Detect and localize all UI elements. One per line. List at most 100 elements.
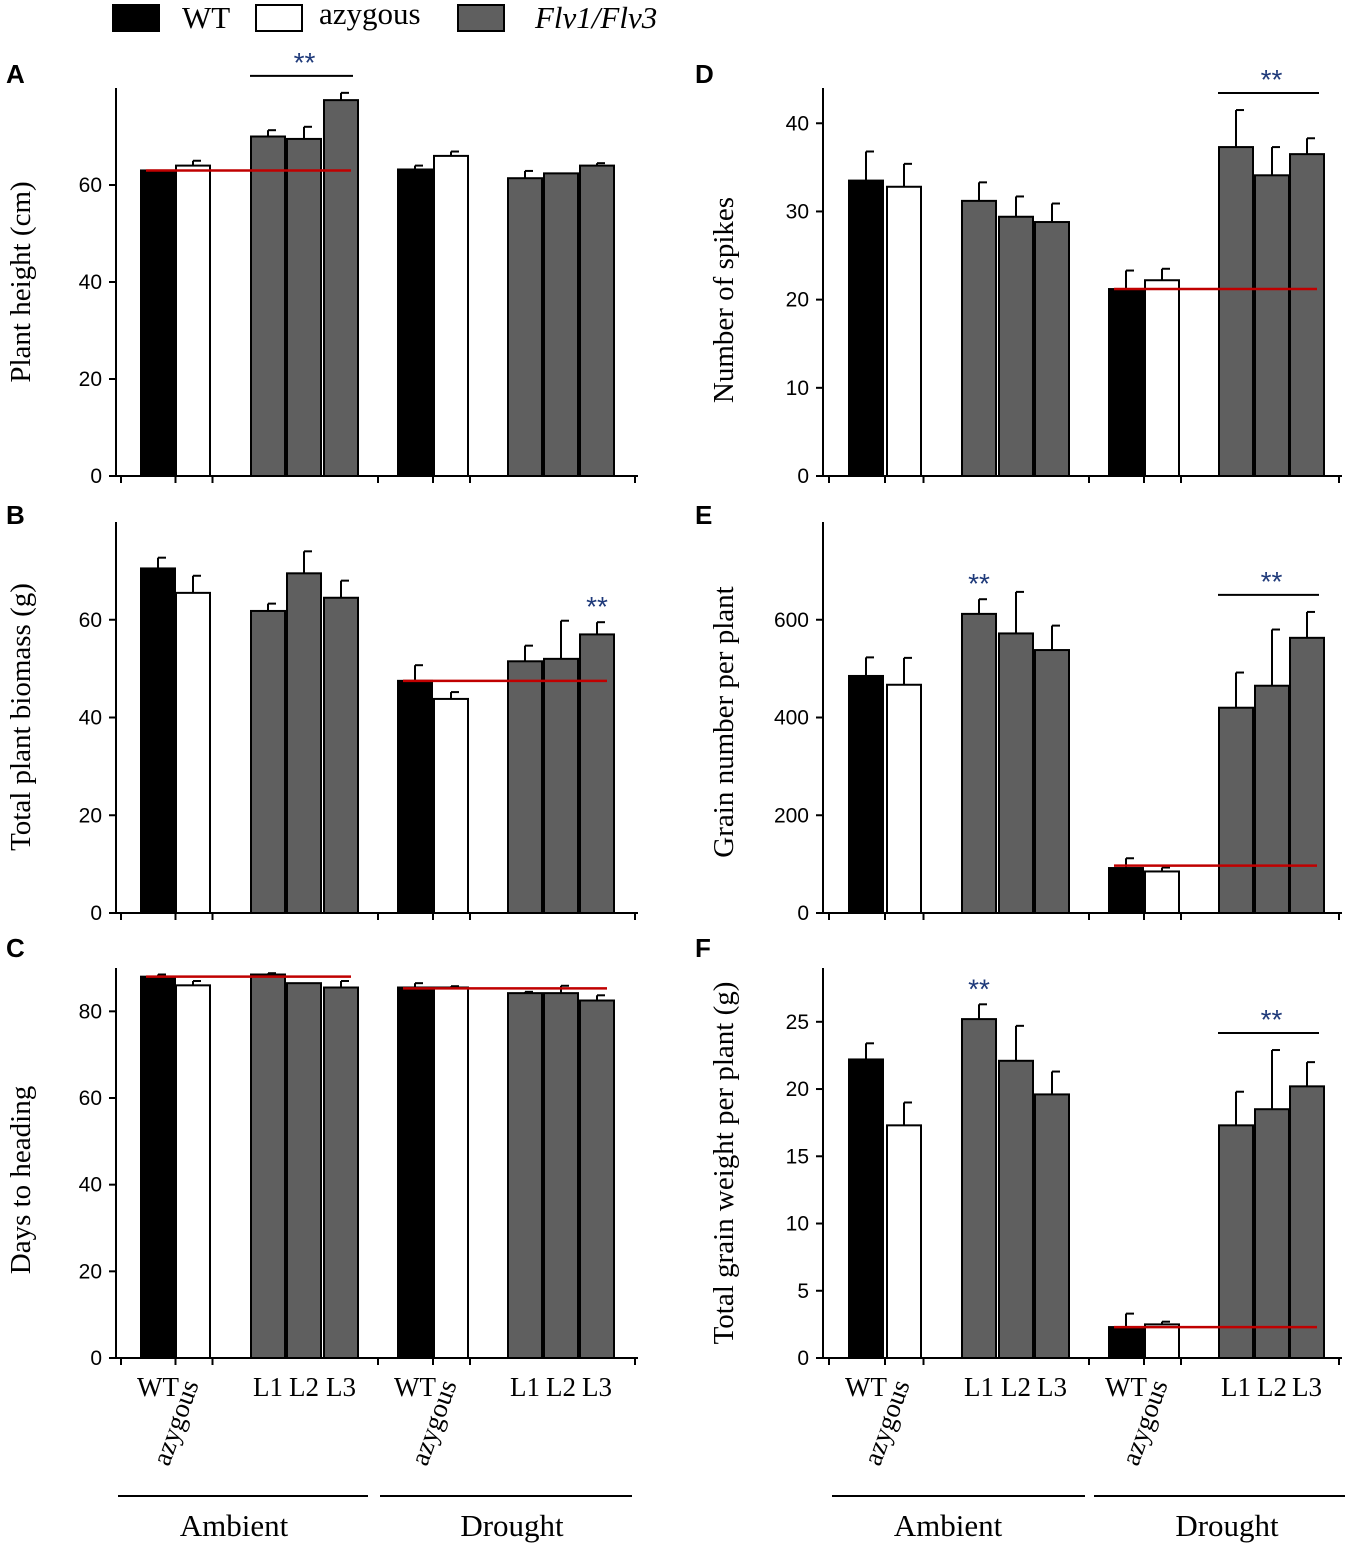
panel-b: 0 20 40 60 Total plant biomass (g) ** [5, 522, 638, 925]
bar-wt-drought [1108, 288, 1144, 477]
y-tick-label: 10 [786, 377, 809, 400]
bar-l1-ambient [961, 612, 997, 914]
bar-wt-ambient [140, 567, 176, 915]
bar-l3-ambient [1034, 1093, 1070, 1360]
bar-azygous-ambient [175, 984, 211, 1359]
bar-l2-ambient [998, 215, 1034, 477]
y-tick-label: 600 [774, 609, 809, 632]
bar-azygous-drought [1144, 870, 1180, 914]
bar-wt-ambient [140, 975, 176, 1360]
x-tick-label-right: L3 [1292, 1372, 1322, 1402]
bar-azygous-ambient [175, 591, 211, 915]
bar-l2-ambient [286, 137, 322, 478]
y-tick-label: 40 [79, 707, 102, 730]
bar-azygous-drought [433, 986, 469, 1359]
legend-label-wt: WT [182, 0, 230, 35]
bar-l1-ambient [961, 1018, 997, 1359]
y-tick-label: 20 [786, 289, 809, 312]
bar-l3-drought [579, 164, 615, 477]
x-tick-label-right: L1 [1221, 1372, 1251, 1402]
bar-l2-ambient [286, 982, 322, 1360]
y-axis-label: Total plant biomass (g) [5, 583, 37, 851]
bar-l2-drought [543, 657, 579, 914]
y-tick-label: 0 [90, 465, 102, 488]
bar-l2-drought [1254, 684, 1290, 915]
legend-label-azygous: azygous [319, 0, 421, 31]
bar-l2-ambient [286, 572, 322, 914]
bar-wt-drought [397, 986, 433, 1359]
x-tick-label-right: L2 [1001, 1372, 1031, 1402]
legend-swatch-wt [112, 4, 160, 32]
legend-item-azygous: azygous [255, 0, 421, 32]
y-axis-label: Number of spikes [708, 197, 740, 403]
bar-l2-drought [1254, 174, 1290, 478]
y-tick-label: 0 [90, 902, 102, 925]
y-tick-label: 30 [786, 200, 809, 223]
bar-wt-drought [397, 679, 433, 914]
bar-wt-drought [1108, 867, 1144, 914]
y-tick-label: 60 [79, 174, 102, 197]
x-tick-label-left: L1 [253, 1372, 283, 1402]
x-tick-label-left: WT [137, 1372, 179, 1402]
significance-marker: ** [586, 591, 608, 622]
bar-l2-drought [1254, 1108, 1290, 1360]
y-axis-label: Total grain weight per plant (g) [708, 982, 740, 1345]
x-tick-label-left: L2 [289, 1372, 319, 1402]
bar-wt-drought [397, 168, 433, 477]
panel-d: 0 10 20 30 40 Number of spikes ** [708, 64, 1342, 488]
y-tick-label: 0 [90, 1347, 102, 1370]
y-tick-label: 200 [774, 804, 809, 827]
bar-l3-drought [1289, 153, 1325, 478]
bar-l3-ambient [1034, 649, 1070, 914]
bar-l1-drought [507, 177, 543, 478]
bar-wt-ambient [848, 1058, 884, 1359]
bar-l1-ambient [961, 199, 997, 477]
legend-label-flv: Flv1/Flv3 [534, 0, 657, 35]
x-tick-label-left: L1 [510, 1372, 540, 1402]
bar-azygous-drought [433, 154, 469, 477]
legend-item-wt: WT [112, 0, 230, 35]
bar-azygous-ambient [175, 164, 211, 477]
plot-area: 0 20 40 60 Plant height (cm) ** 0 20 40 60 Total p… [5, 47, 1342, 1370]
bar-l3-drought [579, 633, 615, 914]
bar-azygous-drought [1144, 1323, 1180, 1359]
bar-l3-ambient [323, 596, 359, 914]
y-tick-label: 15 [786, 1145, 809, 1168]
bar-azygous-drought [433, 697, 469, 914]
group-label-ambient: Ambient [894, 1508, 1003, 1543]
legend-swatch-azygous [255, 4, 303, 32]
y-tick-label: 20 [79, 368, 102, 391]
group-label-drought: Drought [460, 1508, 564, 1543]
bar-l3-drought [1289, 636, 1325, 914]
panel-letter-e: E [695, 500, 712, 530]
significance-marker: ** [1261, 1004, 1283, 1035]
y-tick-label: 60 [79, 1087, 102, 1110]
y-tick-label: 25 [786, 1011, 809, 1034]
significance-marker: ** [1261, 566, 1283, 597]
y-axis-label: Days to heading [5, 1086, 37, 1274]
y-tick-label: 20 [79, 804, 102, 827]
panel-letter-d: D [695, 59, 714, 89]
significance-marker: ** [1261, 64, 1283, 95]
y-tick-label: 0 [797, 465, 809, 488]
bar-l1-drought [507, 992, 543, 1360]
panel-f: 0 5 10 15 20 25 Total grain weight per plant (… [708, 968, 1342, 1370]
group-label-drought: Drought [1175, 1508, 1279, 1543]
bar-l2-ambient [998, 1059, 1034, 1359]
x-tick-label-left: L2 [546, 1372, 576, 1402]
bar-l2-drought [543, 172, 579, 478]
y-tick-label: 80 [79, 1000, 102, 1023]
group-label-ambient: Ambient [180, 1508, 289, 1543]
bar-wt-drought [1108, 1326, 1144, 1360]
y-axis-label: Plant height (cm) [5, 181, 37, 382]
bar-l1-drought [1218, 146, 1254, 477]
y-tick-label: 10 [786, 1213, 809, 1236]
bar-l3-drought [579, 999, 615, 1359]
legend: WT azygous Flv1/Flv3 [112, 0, 657, 35]
y-tick-label: 40 [79, 271, 102, 294]
panel-letter-f: F [695, 933, 711, 963]
bar-l2-drought [543, 992, 579, 1360]
bar-wt-ambient [140, 169, 176, 477]
x-tick-label-left: L3 [326, 1372, 356, 1402]
